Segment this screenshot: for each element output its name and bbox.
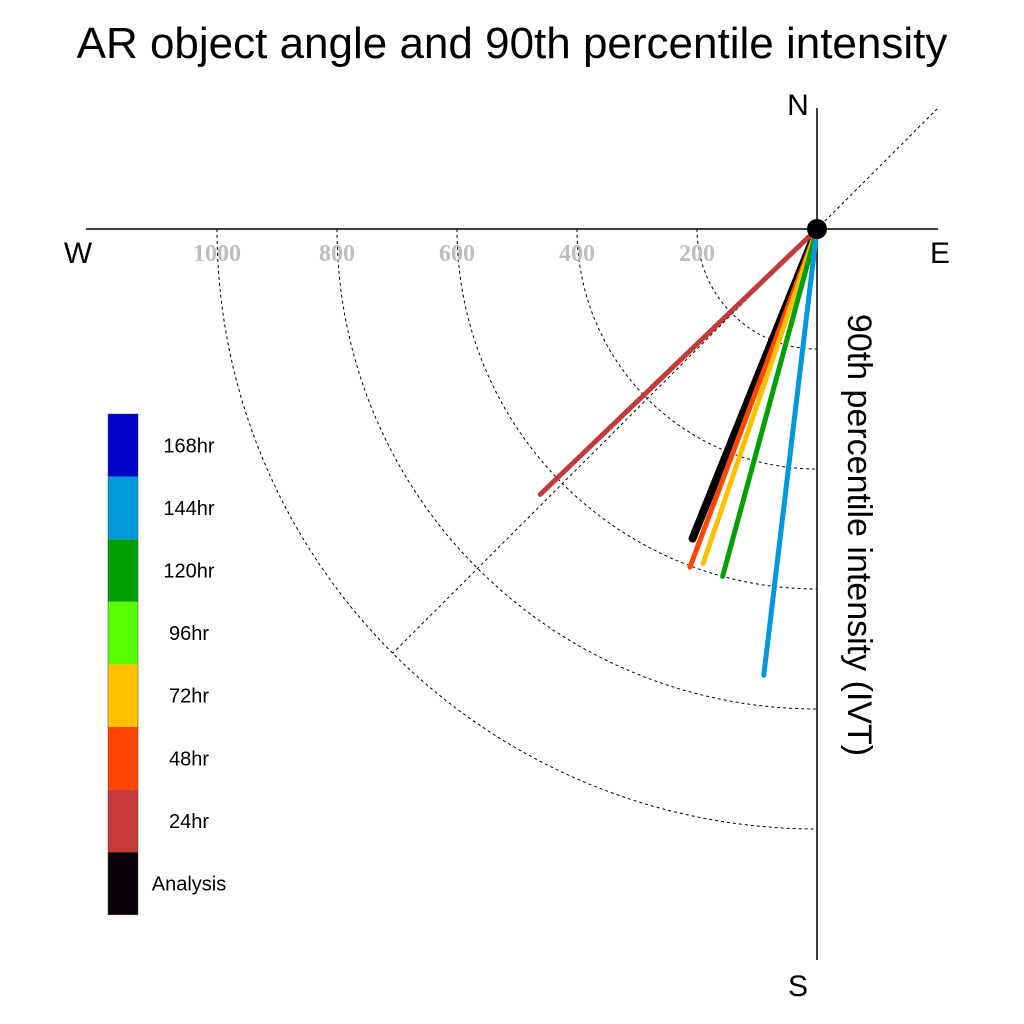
series-vectors (537, 225, 821, 678)
compass-south-label: S (788, 970, 808, 1003)
legend-label: 48hr (169, 748, 209, 770)
legend-label: 72hr (169, 686, 209, 708)
compass-north-label: N (787, 89, 809, 122)
legend-label: 120hr (163, 561, 214, 583)
y-axis-label: 90th percentile intensity (IVT) (840, 314, 878, 756)
radial-tick-label: 1000 (193, 241, 241, 267)
legend-swatch (108, 727, 138, 790)
vector-24hr (537, 226, 820, 497)
radial-grid-arc (696, 228, 818, 350)
legend-swatch (108, 789, 138, 853)
legend-swatch (108, 414, 138, 477)
radial-tick-label: 400 (559, 241, 595, 267)
compass-west-label: W (64, 237, 93, 270)
legend-swatch (108, 601, 138, 665)
vector-72hr (700, 226, 820, 567)
legend-frame (107, 413, 139, 916)
legend-swatch (108, 539, 138, 602)
legend: 168hr 144hr 120hr 96hr 72hr 48hr 24hr Analysis (107, 413, 226, 916)
radial-tick-label: 800 (319, 241, 355, 267)
legend-label: 96hr (169, 623, 209, 645)
grid (216, 108, 938, 830)
chart-title: AR object angle and 90th percentile inte… (77, 19, 948, 68)
diagonal-guide-line (392, 108, 938, 654)
vector-144hr (761, 226, 820, 678)
legend-swatch (108, 664, 138, 727)
radial-tick-label: 200 (679, 241, 715, 267)
legend-swatch (108, 852, 138, 915)
legend-label: 24hr (169, 811, 209, 833)
legend-label: 168hr (163, 435, 214, 457)
compass-east-label: E (930, 237, 950, 270)
legend-swatch (108, 476, 138, 540)
radial-tick-labels: 200 400 600 800 1000 (193, 241, 715, 267)
origin-marker (807, 219, 827, 239)
radial-grid-arc (216, 228, 818, 830)
legend-label: Analysis (152, 874, 226, 896)
vector-120hr (720, 226, 820, 579)
radial-tick-label: 600 (439, 241, 475, 267)
legend-label: 144hr (163, 498, 214, 520)
